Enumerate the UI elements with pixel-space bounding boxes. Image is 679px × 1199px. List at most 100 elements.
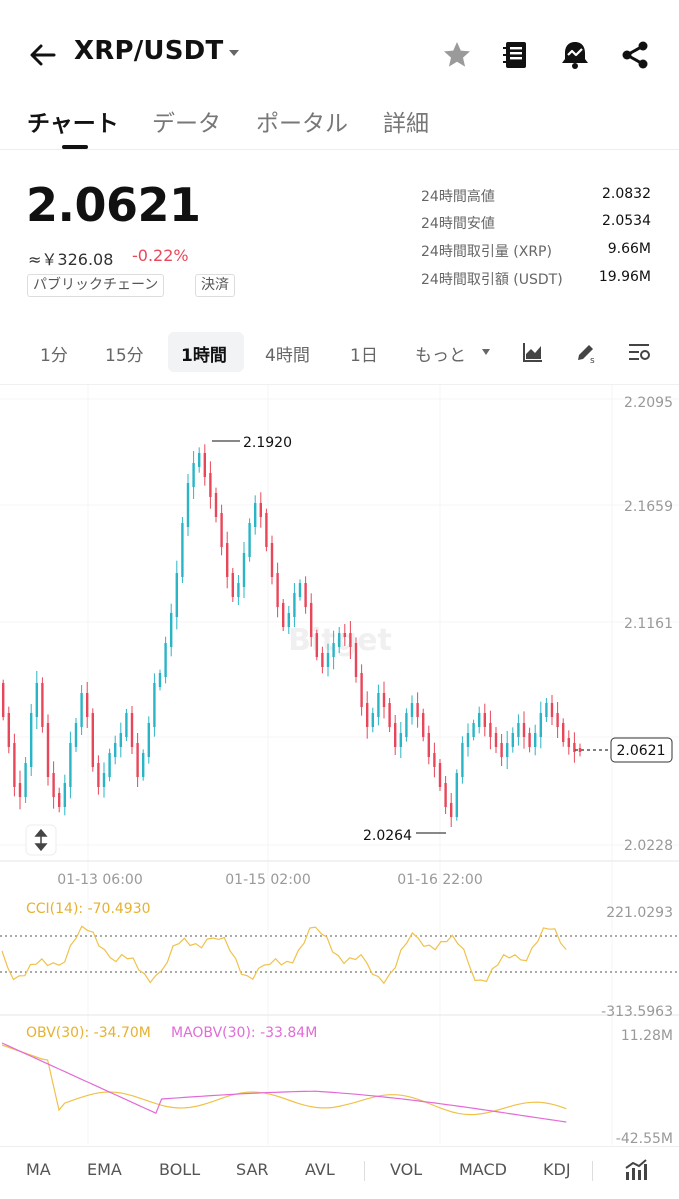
- interval-more[interactable]: もっと: [415, 346, 466, 366]
- stat-turnover-label: 24時間取引額 (USDT): [421, 272, 563, 288]
- candle: [433, 753, 436, 767]
- candle: [209, 473, 212, 497]
- candle: [13, 743, 16, 787]
- candle: [2, 683, 5, 717]
- candle: [478, 713, 481, 727]
- indicator-macd[interactable]: MACD: [459, 1160, 507, 1179]
- tab-details[interactable]: 詳細: [383, 111, 429, 137]
- interval-1h[interactable]: 1時間: [181, 346, 227, 366]
- indicator-settings-icon[interactable]: [627, 340, 651, 364]
- back-arrow-icon[interactable]: [28, 40, 58, 70]
- candle: [455, 773, 458, 817]
- candle: [226, 543, 229, 577]
- tag-public-chain[interactable]: パブリックチェーン: [27, 274, 165, 297]
- interval-1m[interactable]: 1分: [40, 346, 68, 366]
- candle: [489, 723, 492, 737]
- indicator-avl[interactable]: AVL: [305, 1160, 335, 1179]
- obv-axis-bottom: -42.55M: [616, 1131, 673, 1145]
- candle: [405, 713, 408, 737]
- candle: [119, 733, 122, 747]
- candle: [416, 703, 419, 717]
- candles: [2, 444, 582, 827]
- vertical-arrows-icon: [34, 828, 48, 852]
- stat-low-value: 2.0534: [602, 213, 651, 229]
- time-axis-label: 01-16 22:00: [397, 872, 482, 888]
- share-icon[interactable]: [618, 38, 652, 72]
- indicator-ema[interactable]: EMA: [87, 1160, 122, 1179]
- candle: [130, 713, 134, 747]
- candle: [550, 703, 554, 717]
- stat-turnover-value: 19.96M: [598, 269, 651, 285]
- candle: [63, 783, 66, 807]
- candle: [237, 583, 240, 597]
- cci-label: CCI(14): -70.4930: [26, 901, 151, 917]
- alert-bell-icon[interactable]: [558, 38, 592, 72]
- current-price-label: 2.0621: [617, 743, 666, 759]
- candle: [450, 803, 453, 817]
- candle: [360, 673, 363, 707]
- candle: [517, 723, 520, 737]
- pair-title[interactable]: XRP/USDT: [74, 36, 224, 66]
- candle: [338, 633, 341, 647]
- candle: [192, 463, 195, 487]
- chart-area[interactable]: Bitget 2.2095 2.1659 2.1161 2.0228 2.192…: [0, 384, 679, 1147]
- candlestick-chart[interactable]: Bitget 2.2095 2.1659 2.1161 2.0228 2.192…: [0, 385, 679, 1147]
- maobv-line: [1, 1042, 567, 1123]
- candle: [377, 693, 380, 717]
- candle: [315, 633, 318, 657]
- candle: [242, 553, 246, 587]
- candle: [80, 693, 83, 727]
- candle: [270, 543, 274, 577]
- interval-1d[interactable]: 1日: [350, 346, 378, 366]
- tab-chart[interactable]: チャート: [27, 111, 119, 137]
- tab-data[interactable]: データ: [152, 111, 221, 137]
- candle: [46, 723, 50, 777]
- candle: [58, 793, 61, 807]
- indicator-boll[interactable]: BOLL: [159, 1160, 201, 1179]
- candle: [539, 713, 542, 737]
- cci-axis-bottom: -313.5963: [601, 1004, 673, 1020]
- candle: [371, 713, 374, 727]
- candle: [326, 653, 330, 667]
- candle: [298, 583, 302, 597]
- candle: [366, 703, 369, 727]
- candle: [97, 763, 100, 787]
- stat-volume-value: 9.66M: [607, 241, 651, 257]
- candle: [74, 723, 78, 747]
- indicator-vol[interactable]: VOL: [390, 1160, 423, 1179]
- indicator-sar[interactable]: SAR: [236, 1160, 269, 1179]
- interval-15m[interactable]: 15分: [105, 346, 144, 366]
- indicator-chart-icon[interactable]: [624, 1158, 648, 1182]
- candle: [461, 743, 464, 777]
- stat-volume-label: 24時間取引量 (XRP): [421, 244, 552, 260]
- candle: [528, 733, 531, 747]
- candle: [438, 763, 442, 787]
- candle: [282, 603, 285, 627]
- high-marker: 2.1920: [243, 435, 292, 451]
- tab-portal[interactable]: ポータル: [256, 111, 348, 137]
- chart-type-icon[interactable]: [521, 340, 545, 364]
- candle: [102, 773, 106, 787]
- interval-4h[interactable]: 4時間: [265, 346, 310, 366]
- notebook-icon[interactable]: [499, 38, 533, 72]
- drawing-pen-icon[interactable]: s: [574, 340, 598, 364]
- price-axis-label: 2.1161: [624, 616, 673, 632]
- candle: [136, 743, 139, 777]
- candle: [69, 743, 72, 787]
- star-icon[interactable]: [440, 38, 474, 72]
- chevron-down-icon[interactable]: [481, 348, 491, 356]
- candle: [125, 713, 128, 737]
- divider: [592, 1161, 593, 1181]
- indicator-kdj[interactable]: KDJ: [543, 1160, 571, 1179]
- tab-bar: チャート データ ポータル 詳細: [0, 96, 679, 150]
- chevron-down-icon[interactable]: [228, 48, 240, 58]
- candle: [248, 523, 251, 557]
- candle: [332, 643, 335, 657]
- candle: [444, 783, 447, 807]
- candle: [354, 643, 358, 677]
- candle: [399, 733, 402, 747]
- candle: [198, 453, 201, 467]
- tag-payment[interactable]: 決済: [195, 274, 235, 297]
- candle: [181, 523, 184, 577]
- indicator-ma[interactable]: MA: [26, 1160, 51, 1179]
